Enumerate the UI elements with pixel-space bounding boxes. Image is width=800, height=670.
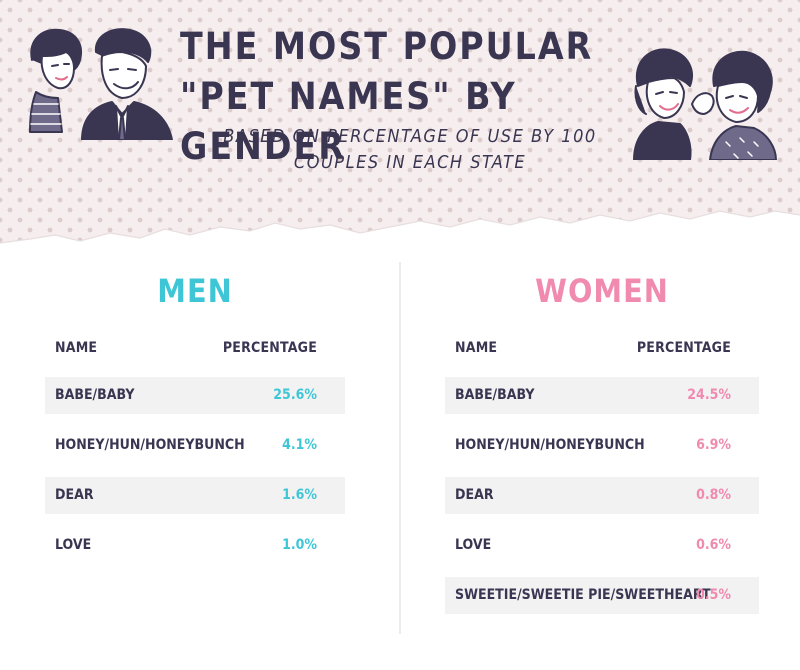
torn-paper-edge bbox=[0, 210, 800, 275]
row-name: HONEY/HUN/HONEYBUNCH bbox=[55, 437, 245, 453]
row-percentage: 1.6% bbox=[282, 487, 317, 503]
row-name: BABE/BABY bbox=[455, 387, 535, 403]
page-subtitle: Based on percentage of use by 100 couple… bbox=[223, 126, 597, 173]
row-percentage: 24.5% bbox=[687, 387, 731, 403]
row-percentage: 25.6% bbox=[273, 387, 317, 403]
row-percentage: 0.8% bbox=[696, 487, 731, 503]
table-row: HONEY/HUN/HONEYBUNCH 6.9% bbox=[445, 427, 759, 464]
row-percentage: 0.6% bbox=[696, 537, 731, 553]
women-title: WOMEN bbox=[535, 272, 669, 310]
table-row: HONEY/HUN/HONEYBUNCH 4.1% bbox=[45, 427, 345, 464]
women-table: BABE/BABY 24.5% HONEY/HUN/HONEYBUNCH 6.9… bbox=[445, 377, 759, 627]
table-row: SWEETIE/SWEETIE PIE/SWEETHEART 0.5% bbox=[445, 577, 759, 614]
row-name: DEAR bbox=[455, 487, 494, 503]
retro-women-whispering-icon bbox=[633, 48, 777, 160]
men-table: BABE/BABY 25.6% HONEY/HUN/HONEYBUNCH 4.1… bbox=[45, 377, 345, 577]
row-name: HONEY/HUN/HONEYBUNCH bbox=[455, 437, 645, 453]
row-name: LOVE bbox=[55, 537, 92, 553]
men-table-header: NAME PERCENTAGE bbox=[45, 340, 345, 360]
women-col-percentage: PERCENTAGE bbox=[636, 340, 731, 356]
row-name: BABE/BABY bbox=[55, 387, 135, 403]
table-row: LOVE 0.6% bbox=[445, 527, 759, 564]
men-title: MEN bbox=[157, 272, 233, 310]
women-table-header: NAME PERCENTAGE bbox=[445, 340, 759, 360]
women-col-name: NAME bbox=[455, 340, 498, 356]
table-row: BABE/BABY 25.6% bbox=[45, 377, 345, 414]
row-name: LOVE bbox=[455, 537, 492, 553]
table-row: BABE/BABY 24.5% bbox=[445, 377, 759, 414]
men-col-name: NAME bbox=[55, 340, 98, 356]
table-row: LOVE 1.0% bbox=[45, 527, 345, 564]
page-title: The Most Popular "Pet Names" by Gender bbox=[180, 25, 594, 168]
table-row: DEAR 1.6% bbox=[45, 477, 345, 514]
row-name: DEAR bbox=[55, 487, 94, 503]
row-percentage: 1.0% bbox=[282, 537, 317, 553]
row-percentage: 0.5% bbox=[696, 587, 731, 603]
row-percentage: 4.1% bbox=[282, 437, 317, 453]
table-row: DEAR 0.8% bbox=[445, 477, 759, 514]
row-percentage: 6.9% bbox=[696, 437, 731, 453]
row-name: SWEETIE/SWEETIE PIE/SWEETHEART bbox=[455, 587, 711, 603]
column-divider bbox=[399, 262, 401, 634]
retro-couple-icon bbox=[29, 28, 173, 140]
men-col-percentage: PERCENTAGE bbox=[222, 340, 317, 356]
